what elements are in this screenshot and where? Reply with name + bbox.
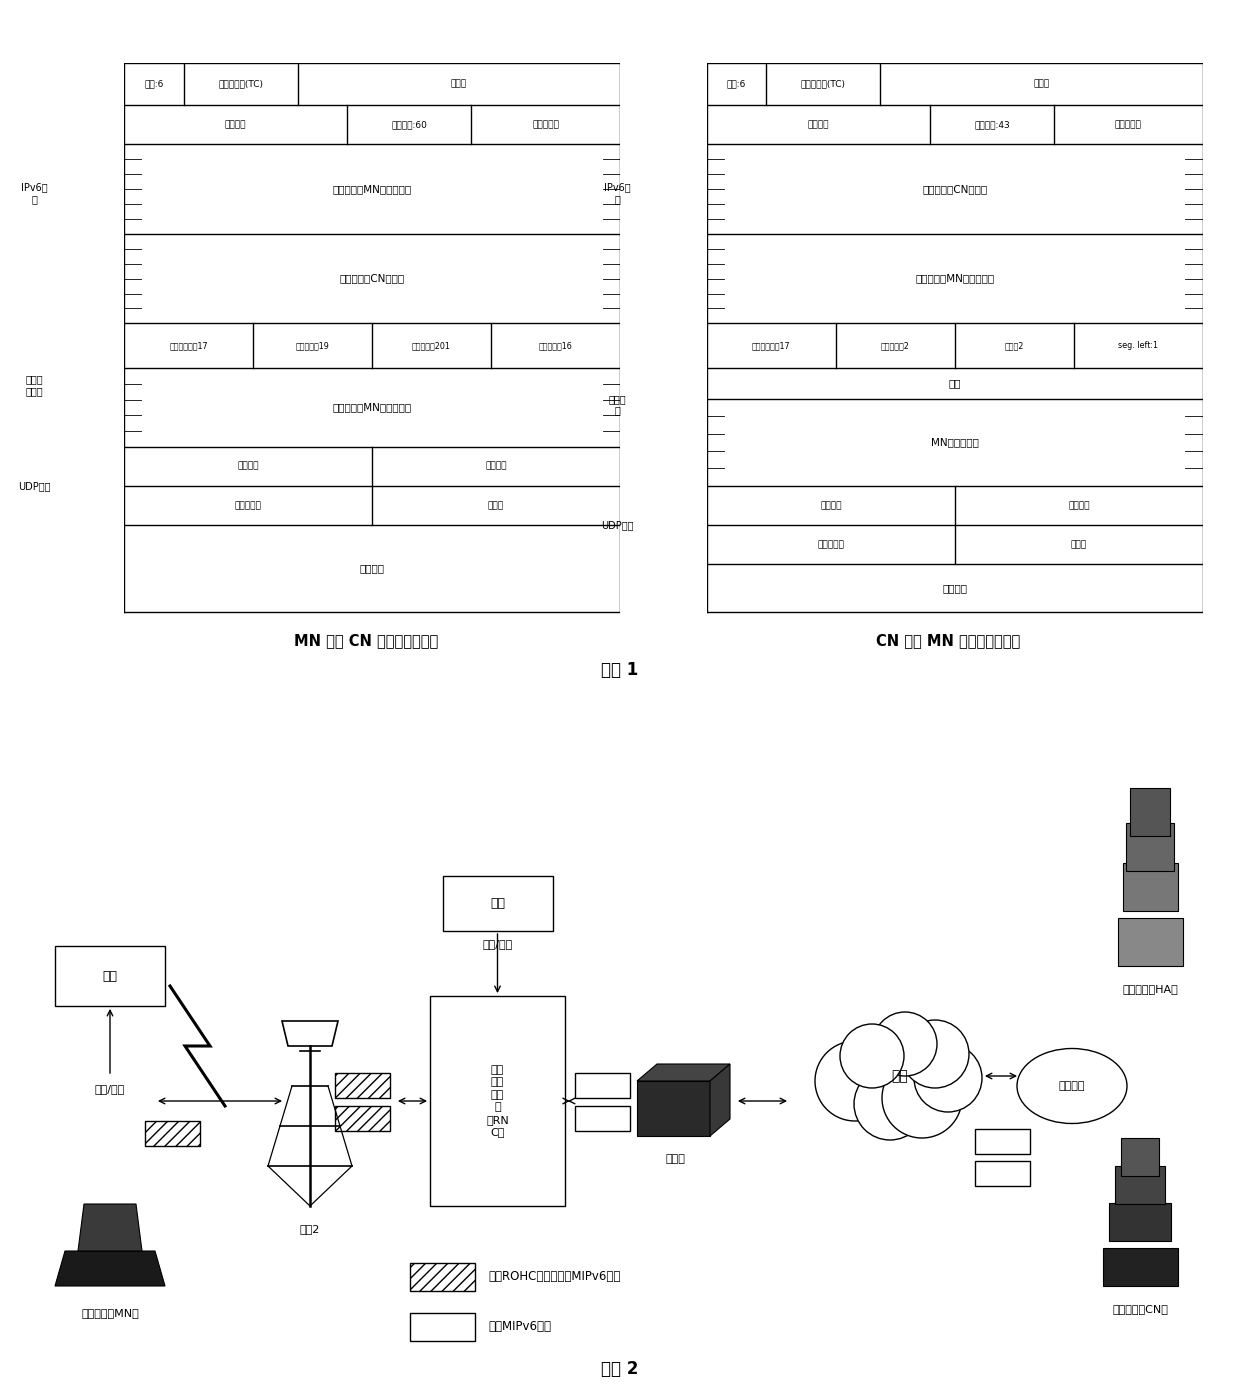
Text: 应用数据: 应用数据: [360, 563, 384, 574]
Text: 类型：2: 类型：2: [1004, 342, 1024, 350]
Bar: [55, 946, 165, 1007]
Ellipse shape: [1017, 1049, 1127, 1123]
Text: 压缩/解压: 压缩/解压: [482, 939, 512, 949]
Bar: [410, 1263, 475, 1291]
Text: 信宿地址：MN的转发地址: 信宿地址：MN的转发地址: [915, 273, 994, 284]
Bar: [1122, 862, 1178, 911]
Text: 选项长度：16: 选项长度：16: [538, 342, 573, 350]
Bar: [1102, 1247, 1178, 1287]
Text: 附图 1: 附图 1: [601, 661, 639, 679]
Polygon shape: [637, 1064, 730, 1081]
Text: 校验和: 校验和: [487, 501, 505, 510]
Bar: [1115, 1166, 1166, 1204]
Bar: [443, 876, 553, 931]
Text: 下一头标:43: 下一头标:43: [975, 120, 1009, 129]
Text: UDP头标: UDP头标: [601, 519, 634, 531]
Text: 下一个头标：17: 下一个头标：17: [169, 342, 208, 350]
Polygon shape: [55, 1252, 165, 1287]
Bar: [575, 1072, 630, 1098]
Text: 下一个头标：17: 下一个头标：17: [751, 342, 791, 350]
Text: 信宿选
项头标: 信宿选 项头标: [26, 374, 43, 396]
Text: UDP头标: UDP头标: [19, 480, 51, 491]
Text: 本地代理（HA）: 本地代理（HA）: [1122, 984, 1178, 994]
Bar: [575, 1106, 630, 1131]
Text: 净荷长度: 净荷长度: [807, 120, 830, 129]
Text: 附图 2: 附图 2: [601, 1359, 639, 1378]
Circle shape: [839, 1023, 904, 1088]
Text: MN的家乡地址: MN的家乡地址: [931, 437, 978, 448]
Circle shape: [914, 1044, 982, 1112]
Polygon shape: [711, 1064, 730, 1135]
Text: 基站2: 基站2: [300, 1224, 320, 1233]
Text: 选项类型：201: 选项类型：201: [412, 342, 451, 350]
Text: 路由器: 路由器: [665, 1154, 684, 1163]
Text: 通信对端（CN）: 通信对端（CN）: [1112, 1303, 1168, 1315]
Text: MN 发给 CN 的分组头标格式: MN 发给 CN 的分组头标格式: [294, 633, 438, 648]
Text: 应用数据: 应用数据: [942, 582, 967, 594]
Text: 保留: 保留: [949, 378, 961, 389]
Text: 净荷长度: 净荷长度: [224, 120, 247, 129]
Text: 无线
网络
控制
器
（RN
C）: 无线 网络 控制 器 （RN C）: [486, 1065, 508, 1137]
Text: 版本:6: 版本:6: [727, 80, 746, 88]
Text: 寻路头
标: 寻路头 标: [609, 393, 626, 416]
Text: CN 发给 MN 的分组头标格式: CN 发给 MN 的分组头标格式: [877, 633, 1021, 648]
Text: 本地网络: 本地网络: [1059, 1081, 1085, 1091]
Text: 头标长度：2: 头标长度：2: [880, 342, 910, 350]
Text: 中继点限制: 中继点限制: [532, 120, 559, 129]
Bar: [335, 1106, 391, 1131]
Text: 信源端口: 信源端口: [237, 462, 259, 470]
Circle shape: [854, 1068, 926, 1140]
Bar: [410, 1313, 475, 1341]
Text: 家乡地址：MN的家乡地址: 家乡地址：MN的家乡地址: [332, 402, 412, 413]
Text: 下一头标:60: 下一头标:60: [392, 120, 427, 129]
Circle shape: [873, 1012, 937, 1077]
Circle shape: [901, 1021, 968, 1088]
Text: 流标记: 流标记: [1033, 80, 1050, 88]
Bar: [430, 995, 565, 1205]
Text: 信宿端口: 信宿端口: [485, 462, 507, 470]
Text: 中继点限制: 中继点限制: [1115, 120, 1142, 129]
Text: 头标长度：19: 头标长度：19: [295, 342, 330, 350]
Text: 采用ROHC规程压缩的MIPv6分组: 采用ROHC规程压缩的MIPv6分组: [489, 1271, 620, 1284]
Bar: [975, 1161, 1030, 1186]
Bar: [335, 1072, 391, 1098]
Text: 数据报长度: 数据报长度: [817, 540, 844, 549]
Text: 压缩/解压: 压缩/解压: [95, 1084, 125, 1093]
Text: 信源地址：CN的地址: 信源地址：CN的地址: [923, 183, 987, 195]
Bar: [1130, 788, 1171, 836]
Text: 普通MIPv6分组: 普通MIPv6分组: [489, 1320, 551, 1333]
Text: 关联: 关联: [103, 970, 118, 983]
Bar: [1109, 1203, 1171, 1240]
Text: 信宿端口: 信宿端口: [1068, 501, 1090, 510]
Text: 信源端口: 信源端口: [820, 501, 842, 510]
Bar: [145, 1121, 200, 1147]
Circle shape: [882, 1058, 962, 1138]
Text: 业务量等级(TC): 业务量等级(TC): [801, 80, 846, 88]
Circle shape: [815, 1042, 895, 1121]
Bar: [1117, 918, 1183, 966]
Text: 流标记: 流标记: [450, 80, 467, 88]
Bar: [1121, 1138, 1159, 1176]
Bar: [975, 1128, 1030, 1154]
Text: IPv6头
标: IPv6头 标: [604, 182, 631, 204]
Text: 关联: 关联: [490, 897, 505, 910]
Text: 移动终端（MN）: 移动终端（MN）: [81, 1308, 139, 1317]
Text: 信源地址：MN的转发地址: 信源地址：MN的转发地址: [332, 183, 412, 195]
Text: IPv6头
标: IPv6头 标: [21, 182, 48, 204]
Text: 数据报长度: 数据报长度: [234, 501, 262, 510]
Text: 校验和: 校验和: [1070, 540, 1087, 549]
Text: 网络: 网络: [892, 1070, 909, 1084]
Bar: [1126, 823, 1174, 871]
Text: 版本:6: 版本:6: [144, 80, 164, 88]
Text: 信宿地址：CN的地址: 信宿地址：CN的地址: [340, 273, 404, 284]
Text: 业务量等级(TC): 业务量等级(TC): [218, 80, 263, 88]
Polygon shape: [78, 1204, 143, 1252]
Polygon shape: [637, 1081, 711, 1135]
Text: seg. left:1: seg. left:1: [1118, 342, 1158, 350]
